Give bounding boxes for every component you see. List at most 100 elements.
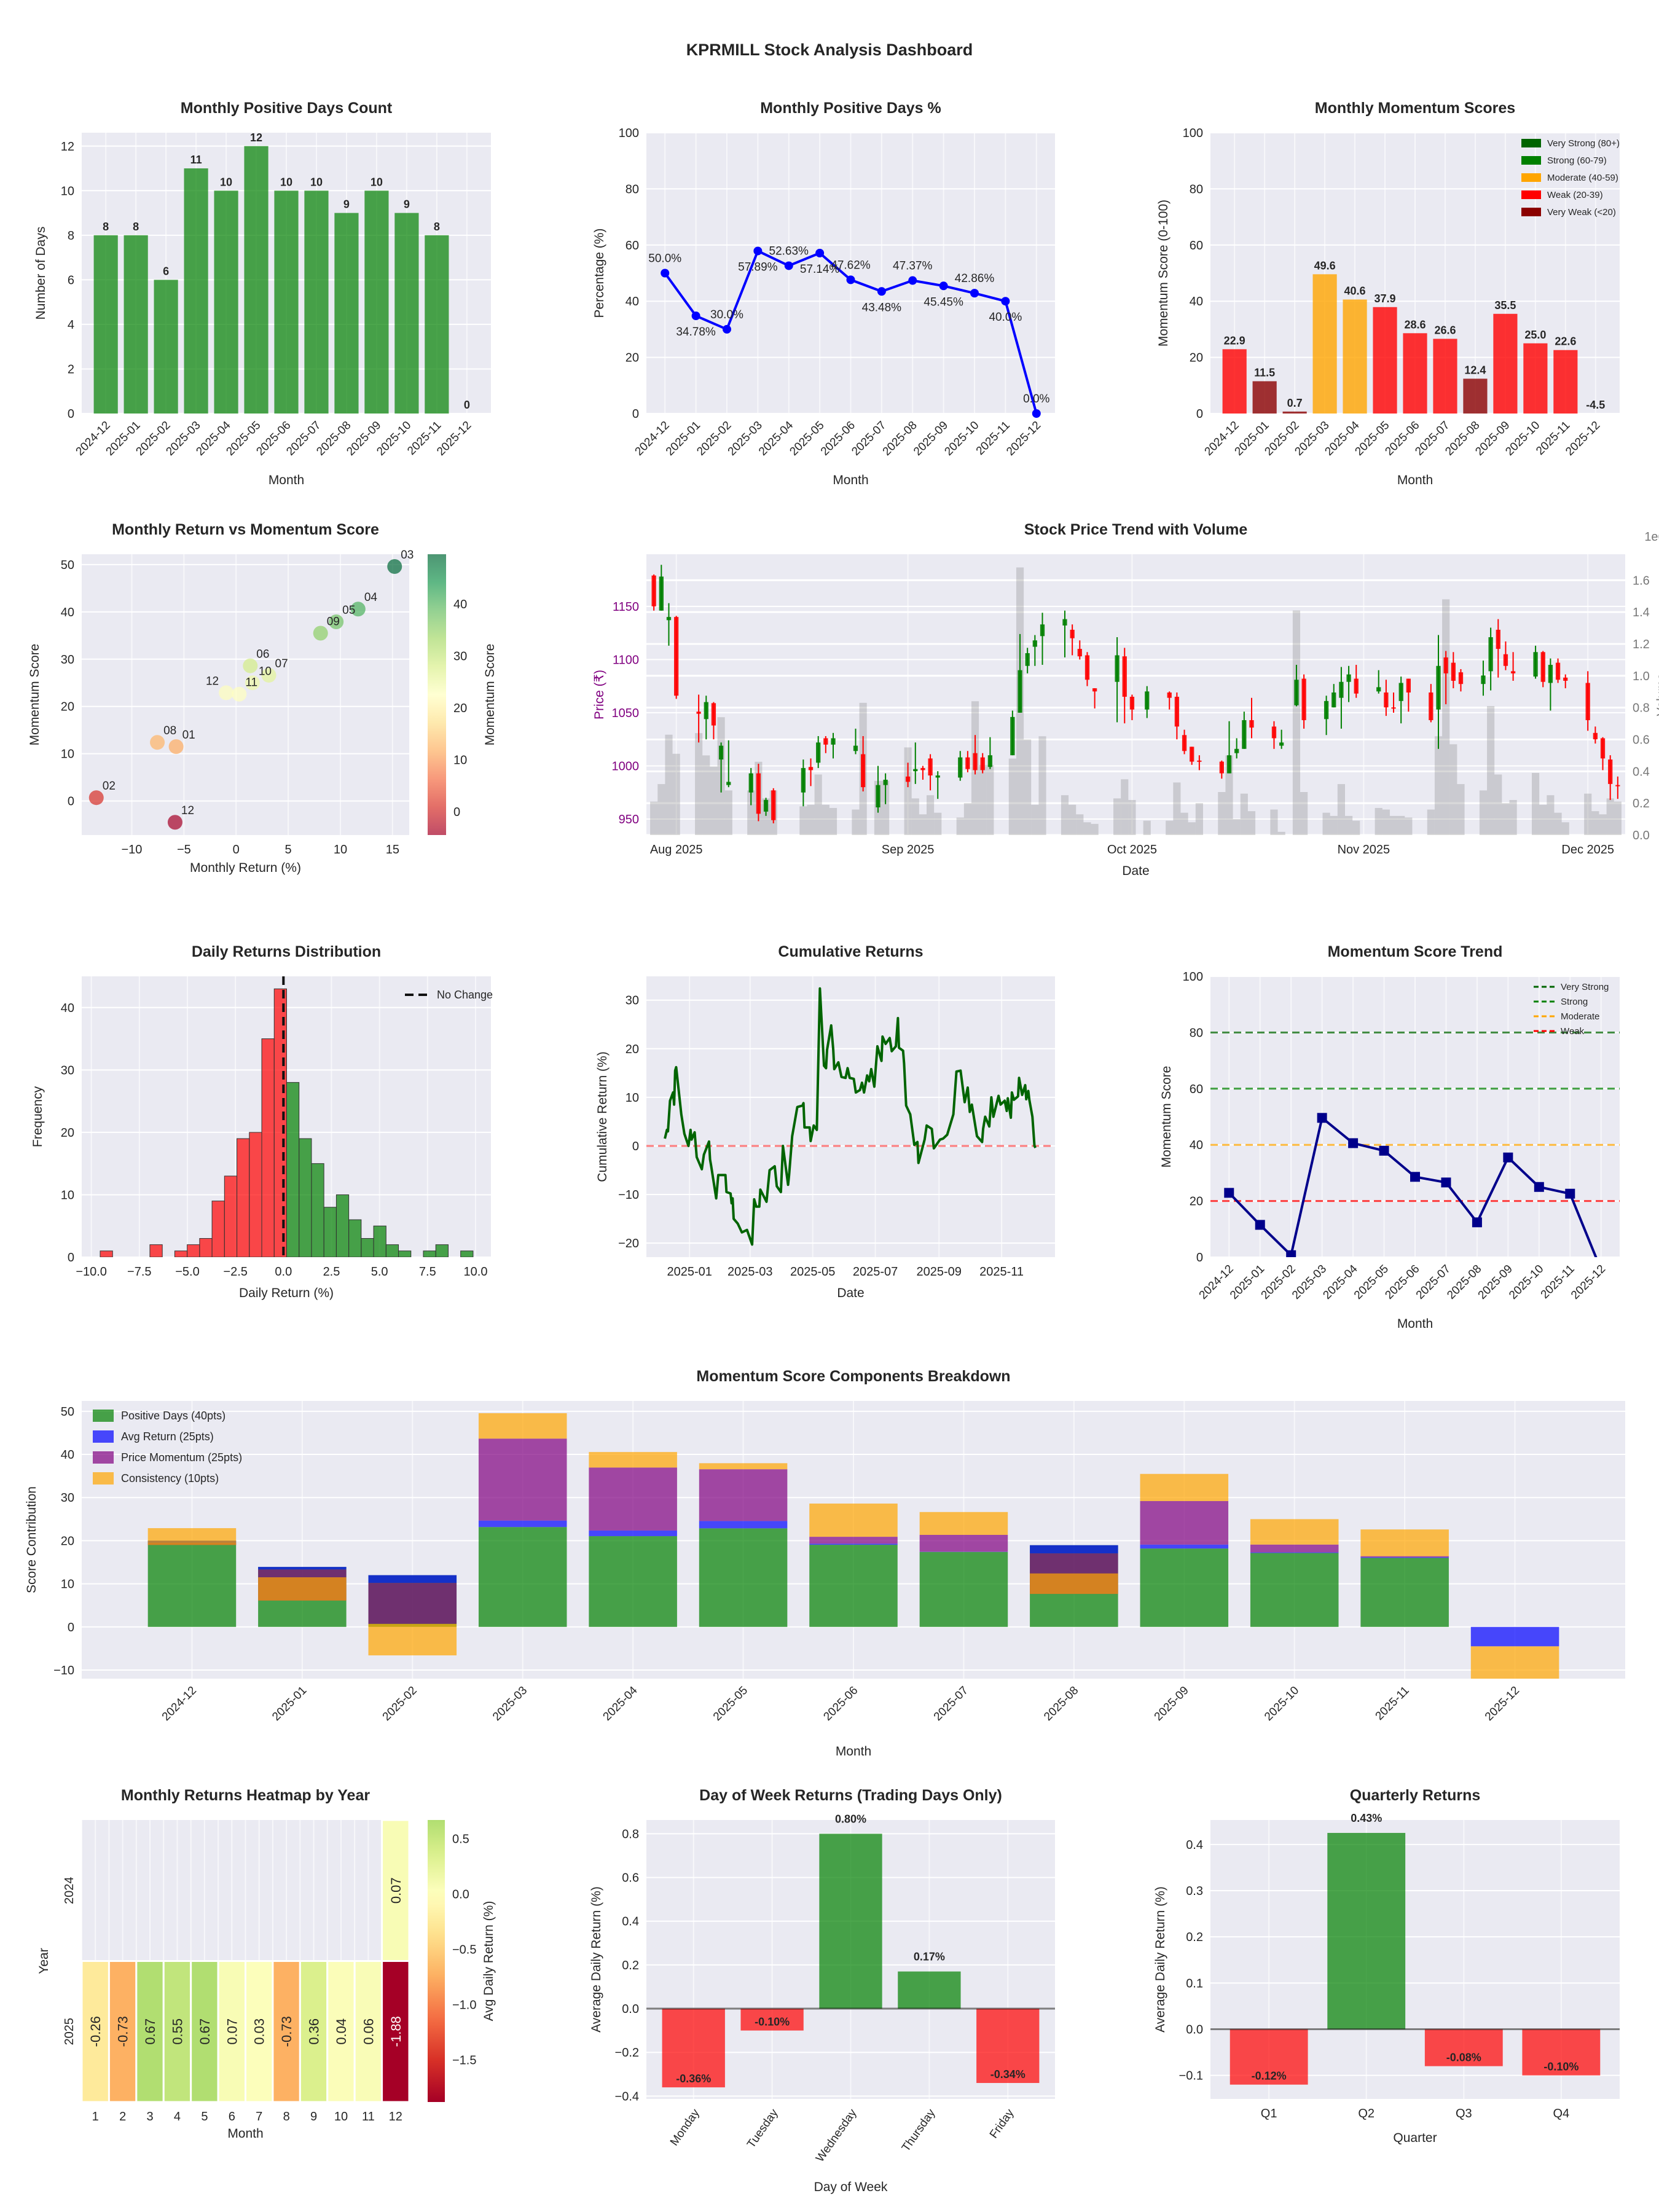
volume-bar [1389,815,1398,835]
bar-value-label: 10 [371,176,383,188]
candle [928,754,933,791]
daily-returns-histogram: 0 10 20 30 40 −10.0 −7.5 −5.0 −2.5 0.0 2.5 5.0 7.5 10… [31,943,493,1300]
data-point [1001,297,1010,306]
y-tick-label: 0 [68,1251,74,1265]
candle-body [920,767,925,771]
volume-bar [1292,610,1301,835]
chart-title: Monthly Return vs Momentum Score [112,521,379,538]
positive-days-count-chart: 0246810122024-122025-012025-022025-03202… [34,100,491,487]
volume-bar [919,814,927,835]
x-tick-label: Q1 [1261,2107,1277,2120]
candle [801,759,806,807]
histogram-bin [199,1238,213,1257]
candle-body [1174,696,1180,727]
x-axis-label: Date [1122,864,1149,878]
candle-body [1615,785,1620,786]
candle-body [1077,649,1082,657]
candle [1294,665,1299,707]
x-tick-label: 1 [92,2110,99,2124]
candle-body [913,769,918,772]
x-tick-label: 5 [285,843,292,857]
stacked-bar-segment [699,1521,788,1529]
x-tick-label: 2025-11 [979,1265,1024,1279]
histogram-bin [373,1225,386,1257]
histogram-bin [187,1244,200,1257]
stacked-bar-segment [589,1467,677,1531]
data-point [1534,1182,1544,1192]
volume-bar [1494,774,1502,835]
volume-bar [1173,782,1181,835]
chart-title: Monthly Positive Days Count [181,100,393,117]
momentum-components-chart: −10 0 10 20 30 40 50 2024-12 2025-01 2025-02 2025-… [25,1368,1625,1759]
bar-value-label: 8 [434,221,440,233]
scatter-point [245,675,260,691]
candle [711,702,716,740]
volume-bar [1038,736,1046,835]
candle [1548,658,1553,711]
candle-body [1429,692,1433,721]
candle-body [808,767,814,771]
data-point [691,312,700,321]
y-tick-label: −20 [618,1237,639,1250]
data-point [784,261,793,270]
point-label: 05 [342,604,355,617]
volume-bar [1397,815,1405,835]
histogram-bin [423,1250,436,1257]
stacked-bar-segment [809,1543,898,1545]
y2-tick-label: 1.6 [1633,574,1650,587]
candle [1190,747,1194,765]
y-tick-label: 1050 [612,707,640,720]
y-tick-label: 20 [61,700,74,714]
y-axis-label: Cumulative Return (%) [595,1051,610,1182]
y-tick-label: 40 [61,1002,74,1015]
y-tick-label: 1100 [613,653,639,667]
candle [763,798,769,816]
candle-body [861,754,866,788]
legend-label: Moderate (40-59) [1547,173,1618,183]
bar-value-label: 9 [343,198,350,211]
candle-body [659,576,664,611]
candle-body [726,782,731,785]
candle [980,753,985,774]
stacked-bar-segment [1470,1626,1559,1647]
candle [1354,665,1359,698]
x-tick-label: Q3 [1456,2107,1472,2120]
colorbar-tick-label: 20 [453,702,467,715]
volume-bar [1337,784,1345,835]
bar-value-label: 12.4 [1464,364,1486,376]
candle [651,574,656,611]
candle [1533,645,1538,679]
plot-marks [650,565,1622,835]
y-tick-label: 0.2 [1186,1931,1203,1944]
volume-bar [807,804,815,835]
stacked-bar-segment [699,1463,788,1470]
bar-value-label: -0.10% [1543,2061,1579,2073]
cell-value-label: 0.67 [197,2018,213,2045]
x-tick-label: Wednesday [814,2106,860,2164]
candle-body [1458,672,1464,684]
y-tick-label: 40 [1190,1139,1203,1152]
legend-swatch [93,1472,114,1484]
candle [1398,677,1403,724]
volume-bar [1270,809,1278,835]
colorbar-label: Avg Daily Return (%) [482,1901,496,2022]
candle-body [1600,738,1606,759]
day-of-week-returns-chart: −0.4 −0.2 0.0 0.2 0.4 0.6 0.8 -0.36% Monday -0.10… [589,1787,1055,2194]
colorbar [428,554,446,835]
candle-body [935,775,940,778]
stacked-bar-segment [1250,1552,1339,1553]
data-point [908,276,917,285]
data-label: 45.45% [924,296,963,308]
chart-title: Daily Returns Distribution [192,943,381,960]
heatmap-cell [80,1960,110,2103]
volume-bar [1195,803,1203,835]
candle [756,764,761,822]
candle-body [1451,662,1456,681]
candle [1503,641,1508,670]
point-label: 01 [182,729,195,742]
x-tick-label: 2025-04 [601,1684,640,1723]
volume-bar [1509,799,1517,835]
y-axis-label: Momentum Score [1159,1066,1174,1168]
candle [816,736,821,768]
